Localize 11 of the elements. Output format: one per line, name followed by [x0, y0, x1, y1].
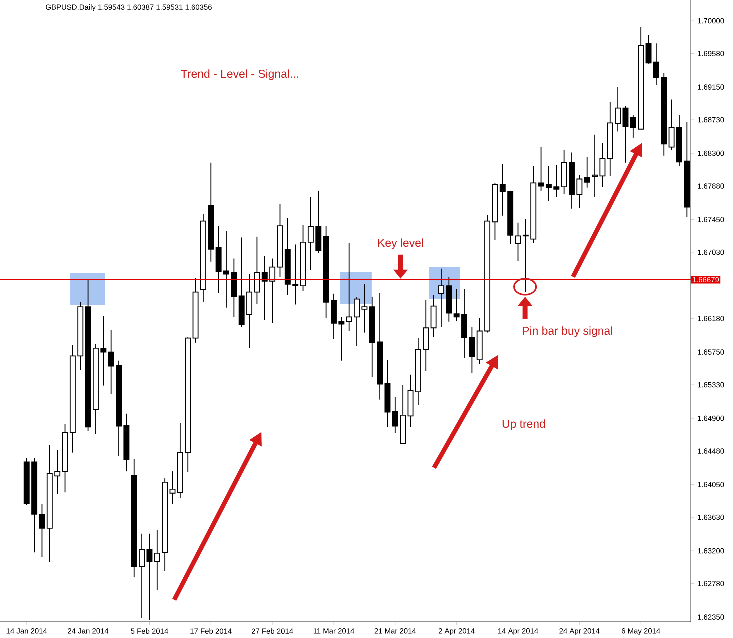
- annotation: Up trend: [502, 420, 546, 430]
- candlestick: [39, 504, 46, 558]
- candlestick: [622, 106, 629, 164]
- candlestick: [170, 471, 176, 505]
- annotation: Key level: [378, 238, 424, 250]
- candlestick: [154, 530, 160, 590]
- candlestick: [430, 294, 437, 338]
- annotation: Pin bar buy signal: [523, 326, 612, 338]
- candlestick: [515, 222, 522, 262]
- annotation: Trend - Level - Signal...: [181, 70, 298, 80]
- candlestick: [584, 156, 590, 188]
